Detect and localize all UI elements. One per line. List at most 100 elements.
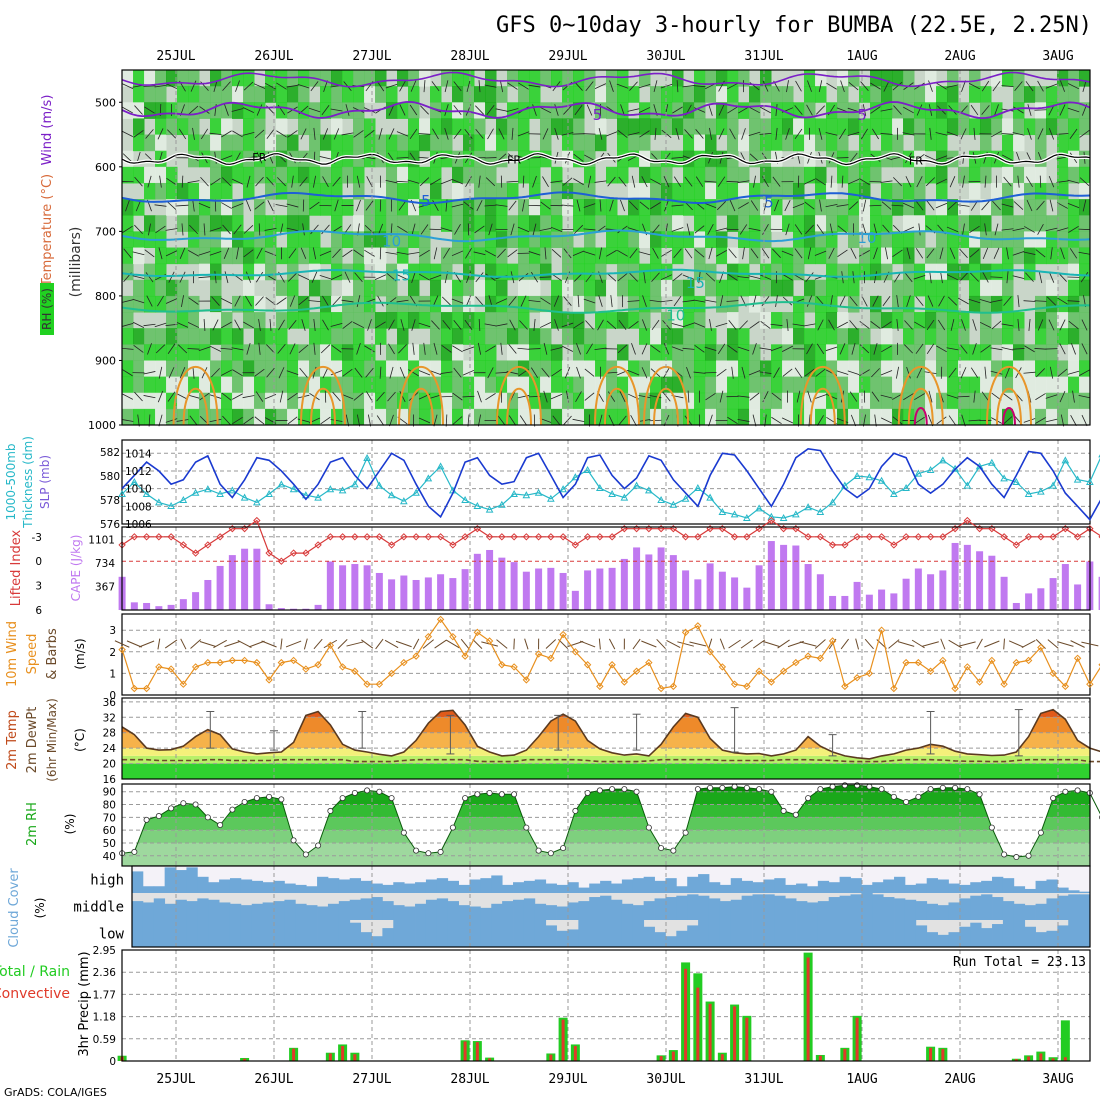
wind-speed-point bbox=[449, 632, 457, 641]
wind-speed-point bbox=[1012, 658, 1021, 667]
rh-cell bbox=[793, 134, 805, 152]
rh-cell bbox=[1002, 408, 1014, 426]
rh-cell bbox=[980, 166, 992, 184]
rh-cell bbox=[914, 231, 926, 248]
rh-cell bbox=[188, 150, 200, 168]
rh-cell bbox=[727, 166, 739, 184]
rh-cell bbox=[298, 118, 310, 136]
wind-barb bbox=[299, 176, 308, 187]
rh-cell bbox=[749, 215, 761, 232]
wind-barb-10m bbox=[752, 639, 766, 649]
wind-barb bbox=[341, 299, 354, 303]
rh-cell bbox=[507, 312, 519, 329]
rh-cell bbox=[287, 295, 299, 313]
rh-cell bbox=[353, 215, 365, 232]
rh-cell bbox=[496, 247, 508, 265]
rh-cell bbox=[1057, 86, 1069, 103]
cape-bar bbox=[645, 554, 653, 610]
precip-convective-bar bbox=[341, 1045, 345, 1061]
rh-cell bbox=[694, 344, 706, 361]
rh-cell bbox=[881, 376, 893, 394]
rh-cell bbox=[815, 279, 827, 297]
rh-cell bbox=[749, 360, 761, 378]
wind-barb bbox=[192, 366, 195, 379]
wind-barb bbox=[716, 201, 727, 211]
rh-cell bbox=[452, 360, 464, 378]
wind-barb bbox=[188, 105, 199, 115]
rh-cell bbox=[628, 360, 640, 378]
rh-cell bbox=[1035, 86, 1047, 103]
rh-cell bbox=[1002, 360, 1014, 378]
rh-cell bbox=[661, 86, 673, 103]
wind-barb-10m bbox=[157, 638, 161, 650]
rh-cell bbox=[749, 86, 761, 103]
rh-cell bbox=[683, 199, 695, 216]
wind-barb bbox=[1027, 128, 1032, 140]
rh-cell bbox=[254, 376, 266, 394]
rh-cell bbox=[430, 102, 442, 119]
wind-barb bbox=[763, 199, 768, 212]
wind-barb bbox=[709, 318, 712, 331]
rh-cell bbox=[1079, 166, 1091, 184]
wind-speed-point bbox=[951, 684, 959, 693]
cloud-bar-low bbox=[915, 925, 928, 947]
wind-barb bbox=[739, 224, 748, 235]
wind-speed-point bbox=[1000, 680, 1008, 688]
wind-barb bbox=[286, 84, 299, 88]
wind-barb bbox=[926, 319, 935, 331]
wind-barb bbox=[388, 128, 395, 140]
wind-barb bbox=[167, 391, 176, 402]
cloud-bar-middle bbox=[360, 898, 372, 920]
wind-barb bbox=[1037, 80, 1044, 92]
cape-bar bbox=[326, 561, 334, 610]
rh-cell bbox=[639, 70, 651, 87]
precip-tick: 0.59 bbox=[93, 1034, 116, 1046]
temp-axis-label: 2m Temp bbox=[5, 710, 20, 770]
cape-bar bbox=[155, 606, 163, 610]
wind-barb bbox=[972, 319, 977, 331]
rh-cell bbox=[166, 344, 178, 361]
li-tick: 0 bbox=[35, 556, 42, 568]
wind-barb bbox=[728, 320, 737, 330]
rh-cell bbox=[474, 182, 486, 200]
wind-barb bbox=[847, 370, 860, 375]
wind-barb bbox=[222, 224, 231, 235]
wind-barb bbox=[895, 366, 900, 379]
wind-barb bbox=[859, 178, 870, 186]
wind-speed-point bbox=[473, 628, 482, 637]
rh-cell bbox=[969, 86, 981, 103]
rh-cell bbox=[419, 295, 431, 313]
wind-speed-point bbox=[902, 658, 910, 667]
rh-cell bbox=[1013, 408, 1025, 426]
wind-barb bbox=[528, 299, 541, 303]
wind-barb bbox=[803, 178, 816, 185]
wind-barb bbox=[484, 204, 497, 207]
rh-point bbox=[168, 805, 175, 812]
rh-point bbox=[400, 829, 407, 836]
rh-cell bbox=[1057, 247, 1069, 265]
rh-cell bbox=[210, 376, 222, 394]
wind-barb bbox=[420, 105, 429, 115]
rh-cell bbox=[188, 231, 200, 248]
rh-cell bbox=[683, 150, 695, 168]
date-axis: 25JUL25JUL26JUL26JUL27JUL27JUL28JUL28JUL… bbox=[156, 49, 1073, 1087]
wind-barb bbox=[222, 81, 231, 91]
rh-cell bbox=[309, 102, 321, 119]
cloud-bar-high bbox=[567, 882, 579, 893]
wind-barb bbox=[617, 249, 628, 257]
contour-label: 10 bbox=[382, 233, 401, 251]
wind-barb bbox=[1003, 176, 1012, 187]
rh-cell bbox=[914, 408, 926, 426]
rh-point bbox=[486, 789, 493, 796]
wind-barb bbox=[896, 295, 899, 308]
wind-barb bbox=[716, 249, 727, 257]
rh-cell bbox=[1002, 344, 1014, 361]
wind-barb bbox=[671, 227, 684, 232]
rh-cell bbox=[683, 312, 695, 329]
wind-barb bbox=[243, 249, 254, 258]
dewpoint-line bbox=[122, 758, 1100, 763]
rh-cell bbox=[188, 247, 200, 265]
cloud-bar-high bbox=[632, 878, 645, 893]
rh-cell bbox=[617, 118, 629, 136]
wind-barb bbox=[266, 367, 275, 378]
